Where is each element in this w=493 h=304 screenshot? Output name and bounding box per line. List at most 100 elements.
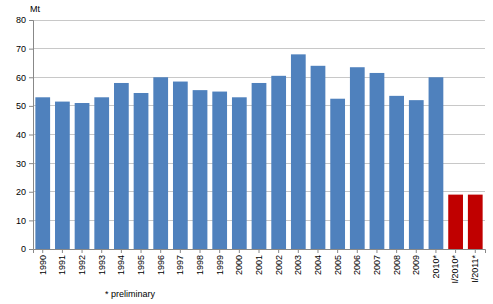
chart: 0102030405060708019901991199219931994199…	[0, 0, 493, 304]
x-tick: 2002	[274, 249, 284, 275]
bar	[153, 77, 168, 249]
bar	[173, 82, 188, 249]
grid-line	[33, 77, 485, 78]
bar	[94, 97, 109, 249]
x-tick-mark	[42, 249, 43, 253]
x-tick: 1990	[38, 249, 48, 275]
x-tick: 1992	[77, 249, 87, 275]
x-tick-label: 1994	[116, 255, 126, 275]
x-tick-label: 2000	[234, 255, 244, 275]
x-tick-label: 1993	[97, 255, 107, 275]
y-tick-mark	[29, 106, 33, 107]
x-tick-label: 1998	[195, 255, 205, 275]
x-tick: I/2010*	[450, 249, 460, 284]
y-tick-mark	[29, 220, 33, 221]
x-tick-label: 1996	[156, 255, 166, 275]
y-tick-label: 20	[16, 187, 26, 197]
x-tick-label: 1995	[136, 255, 146, 275]
x-tick-mark	[239, 249, 240, 253]
x-tick-label: 1990	[38, 255, 48, 275]
x-tick-mark	[259, 249, 260, 253]
x-tick: 1993	[97, 249, 107, 275]
x-tick-label: 2004	[313, 255, 323, 275]
x-tick-mark	[121, 249, 122, 253]
bar	[35, 97, 50, 249]
bar	[370, 73, 385, 249]
x-tick: 2001	[254, 249, 264, 275]
y-tick-label: 60	[16, 73, 26, 83]
x-tick: 2007	[372, 249, 382, 275]
x-tick-label: 2003	[293, 255, 303, 275]
x-tick-mark	[475, 249, 476, 253]
x-tick-mark	[396, 249, 397, 253]
x-tick-mark	[337, 249, 338, 253]
x-tick: 1996	[156, 249, 166, 275]
x-tick-mark	[278, 249, 279, 253]
x-tick-label: I/2011*	[470, 255, 480, 283]
x-tick-mark	[101, 249, 102, 253]
bar	[134, 93, 149, 249]
bar	[271, 76, 286, 249]
bar	[291, 54, 306, 249]
x-tick-label: 2007	[372, 255, 382, 275]
y-tick-mark	[29, 135, 33, 136]
y-tick: 60	[16, 73, 33, 83]
bar	[232, 97, 247, 249]
bar	[350, 67, 365, 249]
x-axis-line	[34, 250, 486, 254]
x-tick: I/2011*	[470, 249, 480, 283]
x-tick-label: 2010*	[431, 255, 441, 279]
y-tick-mark	[29, 249, 33, 250]
bar	[212, 92, 227, 249]
x-tick-label: 1992	[77, 255, 87, 275]
x-tick-mark	[357, 249, 358, 253]
y-tick: 40	[16, 130, 33, 140]
y-axis-line	[29, 21, 34, 250]
bar	[114, 83, 129, 249]
x-tick: 2010*	[431, 249, 441, 279]
x-tick: 2009	[411, 249, 421, 275]
y-tick: 10	[16, 216, 33, 226]
y-tick-mark	[29, 20, 33, 21]
y-tick: 0	[21, 244, 33, 254]
x-tick: 2008	[392, 249, 402, 275]
bar	[55, 102, 70, 249]
y-tick-label: 50	[16, 101, 26, 111]
x-tick-label: I/2010*	[450, 255, 460, 284]
x-tick: 1995	[136, 249, 146, 275]
y-tick-mark	[29, 77, 33, 78]
y-tick-label: 70	[16, 44, 26, 54]
x-tick-label: 2001	[254, 255, 264, 275]
x-tick: 2003	[293, 249, 303, 275]
y-tick-mark	[29, 49, 33, 50]
x-tick: 2000	[234, 249, 244, 275]
x-tick-mark	[298, 249, 299, 253]
grid-line	[33, 48, 485, 49]
x-tick-label: 1997	[175, 255, 185, 275]
x-tick: 1994	[116, 249, 126, 275]
bar	[409, 100, 424, 249]
bar	[252, 83, 267, 249]
x-tick-mark	[141, 249, 142, 253]
y-tick: 30	[16, 159, 33, 169]
y-tick: 80	[16, 15, 33, 25]
bar	[389, 96, 404, 249]
y-axis: 0 10 20 30 40 50 60 70 80	[16, 15, 34, 254]
x-tick: 1997	[175, 249, 185, 275]
x-tick-mark	[317, 249, 318, 253]
bar	[448, 195, 463, 249]
y-tick-label: 0	[21, 244, 26, 254]
x-tick-mark	[82, 249, 83, 253]
x-tick-mark	[180, 249, 181, 253]
x-tick: 2006	[352, 249, 362, 275]
y-tick-mark	[29, 163, 33, 164]
y-axis-label: Mt	[30, 4, 40, 14]
x-tick-mark	[62, 249, 63, 253]
x-tick: 2005	[333, 249, 343, 275]
bar	[330, 99, 345, 249]
bar	[311, 66, 326, 249]
plot: 0102030405060708019901991199219931994199…	[16, 15, 486, 283]
x-tick-label: 2002	[274, 255, 284, 275]
x-tick-label: 1999	[215, 255, 225, 275]
x-tick-label: 2008	[392, 255, 402, 275]
